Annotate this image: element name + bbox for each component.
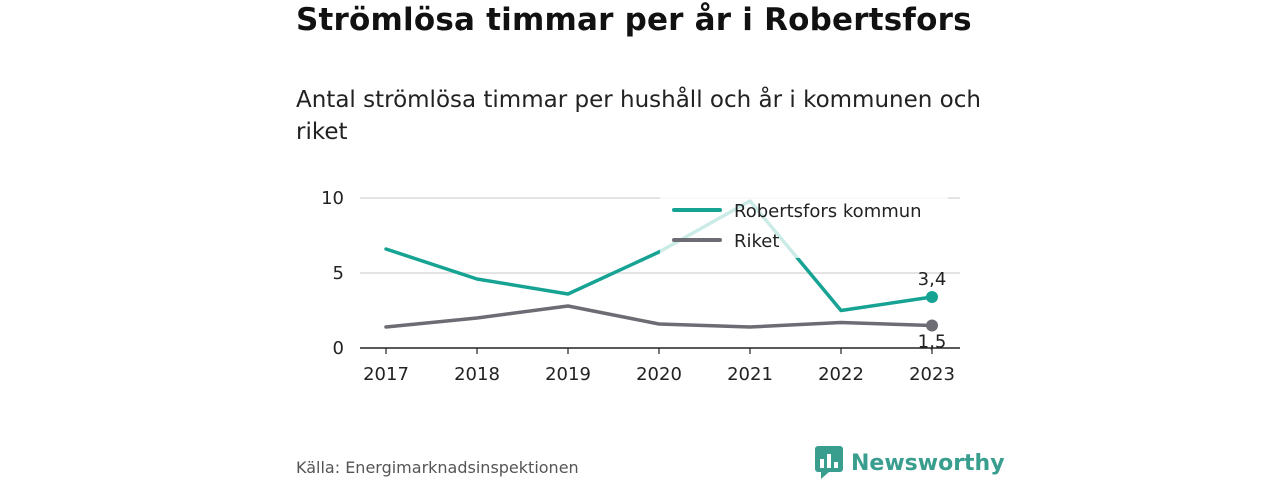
series-end-point [926,291,938,303]
end-value-label: 1,5 [918,332,947,353]
x-tick-label: 2017 [363,364,409,385]
y-axis-ticks: 0 5 10 [321,188,344,359]
x-axis-ticks: 2017 2018 2019 2020 2021 2022 2023 [363,348,955,385]
legend: Robertsfors kommun Riket [660,192,948,258]
x-tick-label: 2022 [818,364,864,385]
x-tick-label: 2019 [545,364,591,385]
x-tick-label: 2018 [454,364,500,385]
series-line [384,199,934,313]
source-note: Källa: Energimarknadsinspektionen [296,458,579,477]
legend-label: Robertsfors kommun [734,201,922,222]
data-labels: 3,4 1,5 [918,269,947,353]
series-layer [384,199,938,332]
y-tick-label: 10 [321,188,344,209]
chart-title: Strömlösa timmar per år i Robertsfors [296,2,972,38]
end-value-label: 3,4 [918,269,947,290]
x-tick-label: 2020 [636,364,682,385]
brand-name: Newsworthy [851,450,1005,476]
brand-logo: Newsworthy [815,446,1005,480]
series-end-point [926,319,938,332]
newsworthy-logo-icon [815,446,843,479]
series-line [384,304,934,329]
line-chart: 0 5 10 2017 2018 2019 2020 2021 2022 2023 Robert… [321,188,960,385]
legend-background [660,192,948,258]
y-tick-label: 5 [333,263,344,284]
chart-subtitle: Antal strömlösa timmar per hushåll och å… [296,87,981,145]
y-tick-label: 0 [333,338,344,359]
legend-label: Riket [734,231,779,252]
x-tick-label: 2023 [909,364,955,385]
x-tick-label: 2021 [727,364,773,385]
